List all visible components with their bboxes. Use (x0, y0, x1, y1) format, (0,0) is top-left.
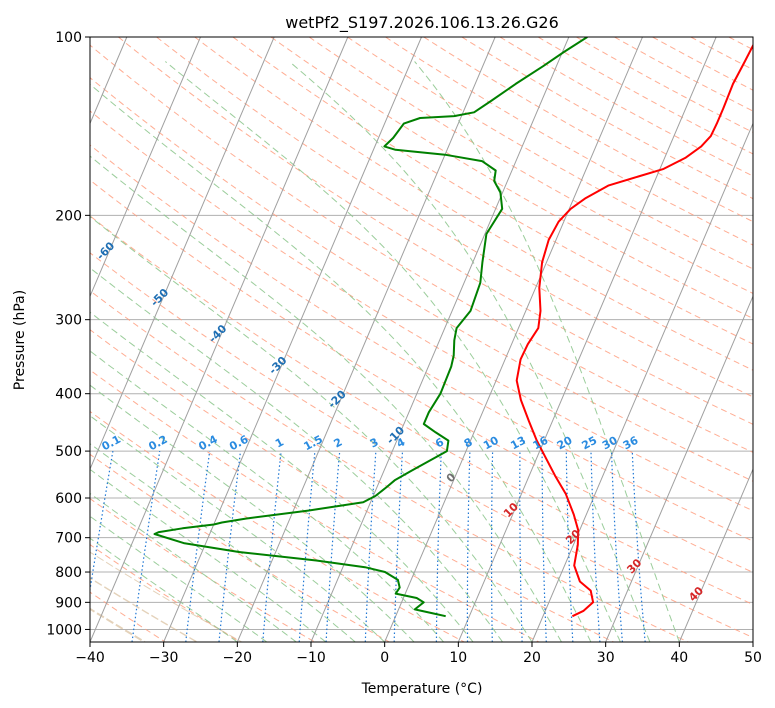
isotherm (678, 467, 753, 642)
dry-adiabat (194, 37, 753, 371)
mixing-ratio-label: 16 (531, 434, 551, 453)
x-tick-label: −30 (149, 650, 179, 666)
dry-adiabat (90, 290, 689, 642)
y-tick-label: 700 (55, 531, 82, 547)
dry-adiabat (90, 252, 753, 639)
x-tick-label: 20 (523, 650, 541, 666)
mixing-ratio-line (218, 451, 242, 642)
dry-adiabat (90, 329, 614, 642)
isotherm (457, 37, 717, 642)
y-tick-label: 900 (55, 595, 82, 611)
x-axis-title: Temperature (°C) (361, 681, 483, 697)
x-tick-label: 0 (380, 650, 389, 666)
y-tick-label: 600 (55, 491, 82, 507)
mixing-ratio-line (298, 451, 316, 642)
x-tick-label: −20 (223, 650, 253, 666)
mixing-ratio-line (131, 451, 161, 642)
dry-adiabat (90, 77, 753, 482)
isotherm (163, 37, 422, 642)
dry-adiabat (90, 215, 753, 606)
moist-adiabat (90, 267, 503, 642)
moist-adiabat (90, 537, 238, 642)
y-tick-label: 1000 (46, 622, 82, 638)
moist-adiabat (90, 311, 474, 642)
temperature-profile (515, 43, 753, 618)
x-tick-label: 10 (449, 650, 467, 666)
isotherm (90, 37, 275, 471)
isotherm (90, 37, 349, 642)
moist-adiabat (90, 155, 562, 642)
dry-adiabat (270, 37, 753, 320)
isotherm (384, 37, 643, 642)
moist-adiabat (90, 384, 415, 642)
moist-adiabat (90, 215, 533, 642)
dry-adiabat (90, 369, 540, 642)
dry-adiabat (308, 37, 753, 294)
mixing-ratio-label: 13 (508, 434, 528, 453)
dewpoint-profile (153, 37, 588, 618)
isotherm (531, 122, 753, 642)
dry-adiabat (156, 37, 753, 398)
isotherm (605, 295, 753, 642)
x-tick-label: 50 (744, 650, 762, 666)
dry-adiabat (461, 37, 753, 200)
y-tick-label: 100 (55, 30, 82, 46)
isotherm (90, 37, 201, 298)
moist-adiabat (90, 468, 327, 642)
mixing-ratio-line (262, 451, 282, 642)
dry-adiabat (232, 37, 753, 345)
moist-adiabat (90, 443, 356, 642)
moist-adiabat (164, 61, 621, 642)
mixing-ratio-label: 20 (555, 434, 575, 453)
y-tick-label: 300 (55, 313, 82, 329)
x-tick-label: −40 (75, 650, 105, 666)
moist-adiabat (90, 492, 297, 642)
mixing-ratio-label: 25 (580, 434, 600, 453)
mixing-ratio-line (185, 451, 211, 642)
dry-adiabat (90, 179, 753, 573)
chart-title: wetPf2_S197.2026.106.13.26.G26 (285, 13, 559, 33)
x-tick-label: 40 (670, 650, 688, 666)
x-tick-label: −10 (296, 650, 326, 666)
dry-adiabat (385, 37, 753, 246)
dry-adiabat (499, 37, 753, 177)
moist-adiabat (288, 61, 651, 642)
mixing-ratio-label: 36 (621, 434, 641, 453)
moist-adiabat (90, 415, 386, 642)
axes: −40 −30 −20 −10 0 10 20 30 40 50 100 200 300 400 500 60… (46, 30, 762, 666)
dry-adiabat (90, 144, 753, 542)
mixing-ratio-label: 30 (600, 434, 620, 453)
moist-adiabat (90, 83, 592, 642)
y-tick-label: 500 (55, 444, 82, 460)
moist-adiabat (90, 515, 268, 642)
plot-frame (89, 36, 754, 643)
isotherm (236, 37, 496, 642)
y-axis-title: Pressure (hPa) (12, 290, 28, 390)
mixing-ratio-line (631, 451, 646, 642)
y-tick-label: 800 (55, 565, 82, 581)
dry-adiabat (90, 498, 315, 642)
mixing-ratio-label: 10 (481, 434, 501, 453)
moist-adiabat (414, 61, 680, 642)
x-tick-label: 30 (597, 650, 615, 666)
plot-area (90, 37, 753, 642)
y-tick-label: 400 (55, 387, 82, 403)
dry-adiabat (118, 37, 753, 425)
isotherm (310, 37, 570, 642)
mixing-ratio-line (90, 450, 114, 594)
y-tick-label: 200 (55, 208, 82, 224)
